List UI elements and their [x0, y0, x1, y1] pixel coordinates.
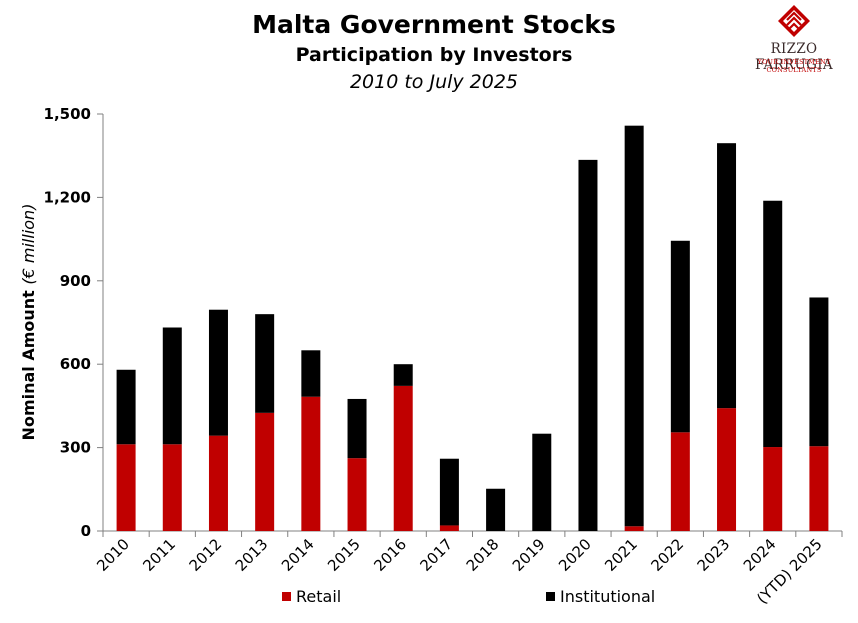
- x-tick-label: 2013: [232, 535, 272, 575]
- x-tick-label: 2015: [324, 535, 364, 575]
- x-tick-label: 2016: [370, 535, 410, 575]
- bar-retail-2024: [763, 447, 783, 531]
- brand-tagline: YOUR INVESTMENT CONSULTANTS: [757, 58, 831, 74]
- x-tick-label: 2019: [509, 535, 549, 575]
- bar-institutional-2013: [255, 314, 275, 413]
- bar-retail-2022: [670, 432, 690, 531]
- bar-institutional-2018: [486, 488, 506, 531]
- bar-institutional-YTD-2025: [809, 297, 829, 447]
- brand-name: RIZZO FARRUGIA: [755, 41, 833, 73]
- x-tick-label: 2024: [740, 535, 780, 575]
- bar-institutional-2021: [624, 125, 644, 527]
- y-axis-title: Nominal Amount (€ million): [19, 204, 38, 441]
- bar-institutional-2016: [393, 364, 413, 386]
- chart-period: 2010 to July 2025: [349, 71, 519, 93]
- bar-retail-2016: [393, 385, 413, 531]
- x-tick-label: 2017: [417, 535, 457, 575]
- bar-retail-YTD-2025: [809, 446, 829, 531]
- bar-institutional-2019: [532, 433, 552, 531]
- legend-label-retail: Retail: [296, 587, 341, 606]
- legend-swatch-institutional: [546, 592, 555, 601]
- bar-retail-2010: [116, 444, 136, 531]
- bar-retail-2014: [301, 396, 321, 531]
- bar-retail-2013: [255, 412, 275, 531]
- bar-institutional-2010: [116, 369, 136, 445]
- brand-logo: RIZZO FARRUGIA YOUR INVESTMENT CONSULTAN…: [735, 4, 853, 74]
- bar-institutional-2014: [301, 350, 321, 397]
- x-tick-label: 2014: [278, 535, 318, 575]
- y-tick-label: 1,500: [44, 105, 91, 123]
- bar-institutional-2023: [717, 143, 737, 409]
- bar-institutional-2020: [578, 159, 598, 531]
- y-tick-label: 600: [60, 355, 91, 373]
- y-tick-label: 1,200: [44, 188, 91, 206]
- bar-retail-2021: [624, 526, 644, 531]
- y-tick-label: 0: [81, 522, 91, 540]
- chart-subtitle: Participation by Investors: [295, 44, 573, 66]
- bar-retail-2015: [347, 458, 367, 531]
- bar-institutional-2012: [208, 309, 228, 436]
- legend-label-institutional: Institutional: [560, 587, 655, 606]
- bar-retail-2012: [208, 435, 228, 531]
- y-tick-label: 300: [60, 439, 91, 457]
- bar-retail-2017: [439, 525, 459, 531]
- bar-retail-2011: [162, 444, 182, 531]
- bar-institutional-2011: [162, 327, 182, 445]
- x-tick-label: 2012: [186, 535, 226, 575]
- x-tick-label: 2021: [601, 535, 641, 575]
- x-tick-label: 2022: [647, 535, 687, 575]
- bar-institutional-2015: [347, 398, 367, 459]
- x-tick-label: 2020: [555, 535, 595, 575]
- x-tick-label: 2023: [694, 535, 734, 575]
- legend-swatch-retail: [282, 592, 291, 601]
- bar-institutional-2022: [670, 240, 690, 433]
- bar-institutional-2017: [439, 458, 459, 526]
- x-tick-label: 2010: [93, 535, 133, 575]
- bar-institutional-2024: [763, 200, 783, 448]
- y-axis-title-main: Nominal Amount: [19, 285, 38, 441]
- logo-mark-icon: [778, 5, 810, 37]
- title-block: Malta Government Stocks Participation by…: [0, 8, 858, 96]
- chart-title: Malta Government Stocks: [252, 10, 616, 39]
- x-tick-label: 2018: [463, 535, 503, 575]
- y-axis-title-unit: (€ million): [19, 204, 38, 285]
- bar-retail-2023: [717, 408, 737, 531]
- y-tick-label: 900: [60, 272, 91, 290]
- x-tick-label: 2011: [139, 535, 179, 575]
